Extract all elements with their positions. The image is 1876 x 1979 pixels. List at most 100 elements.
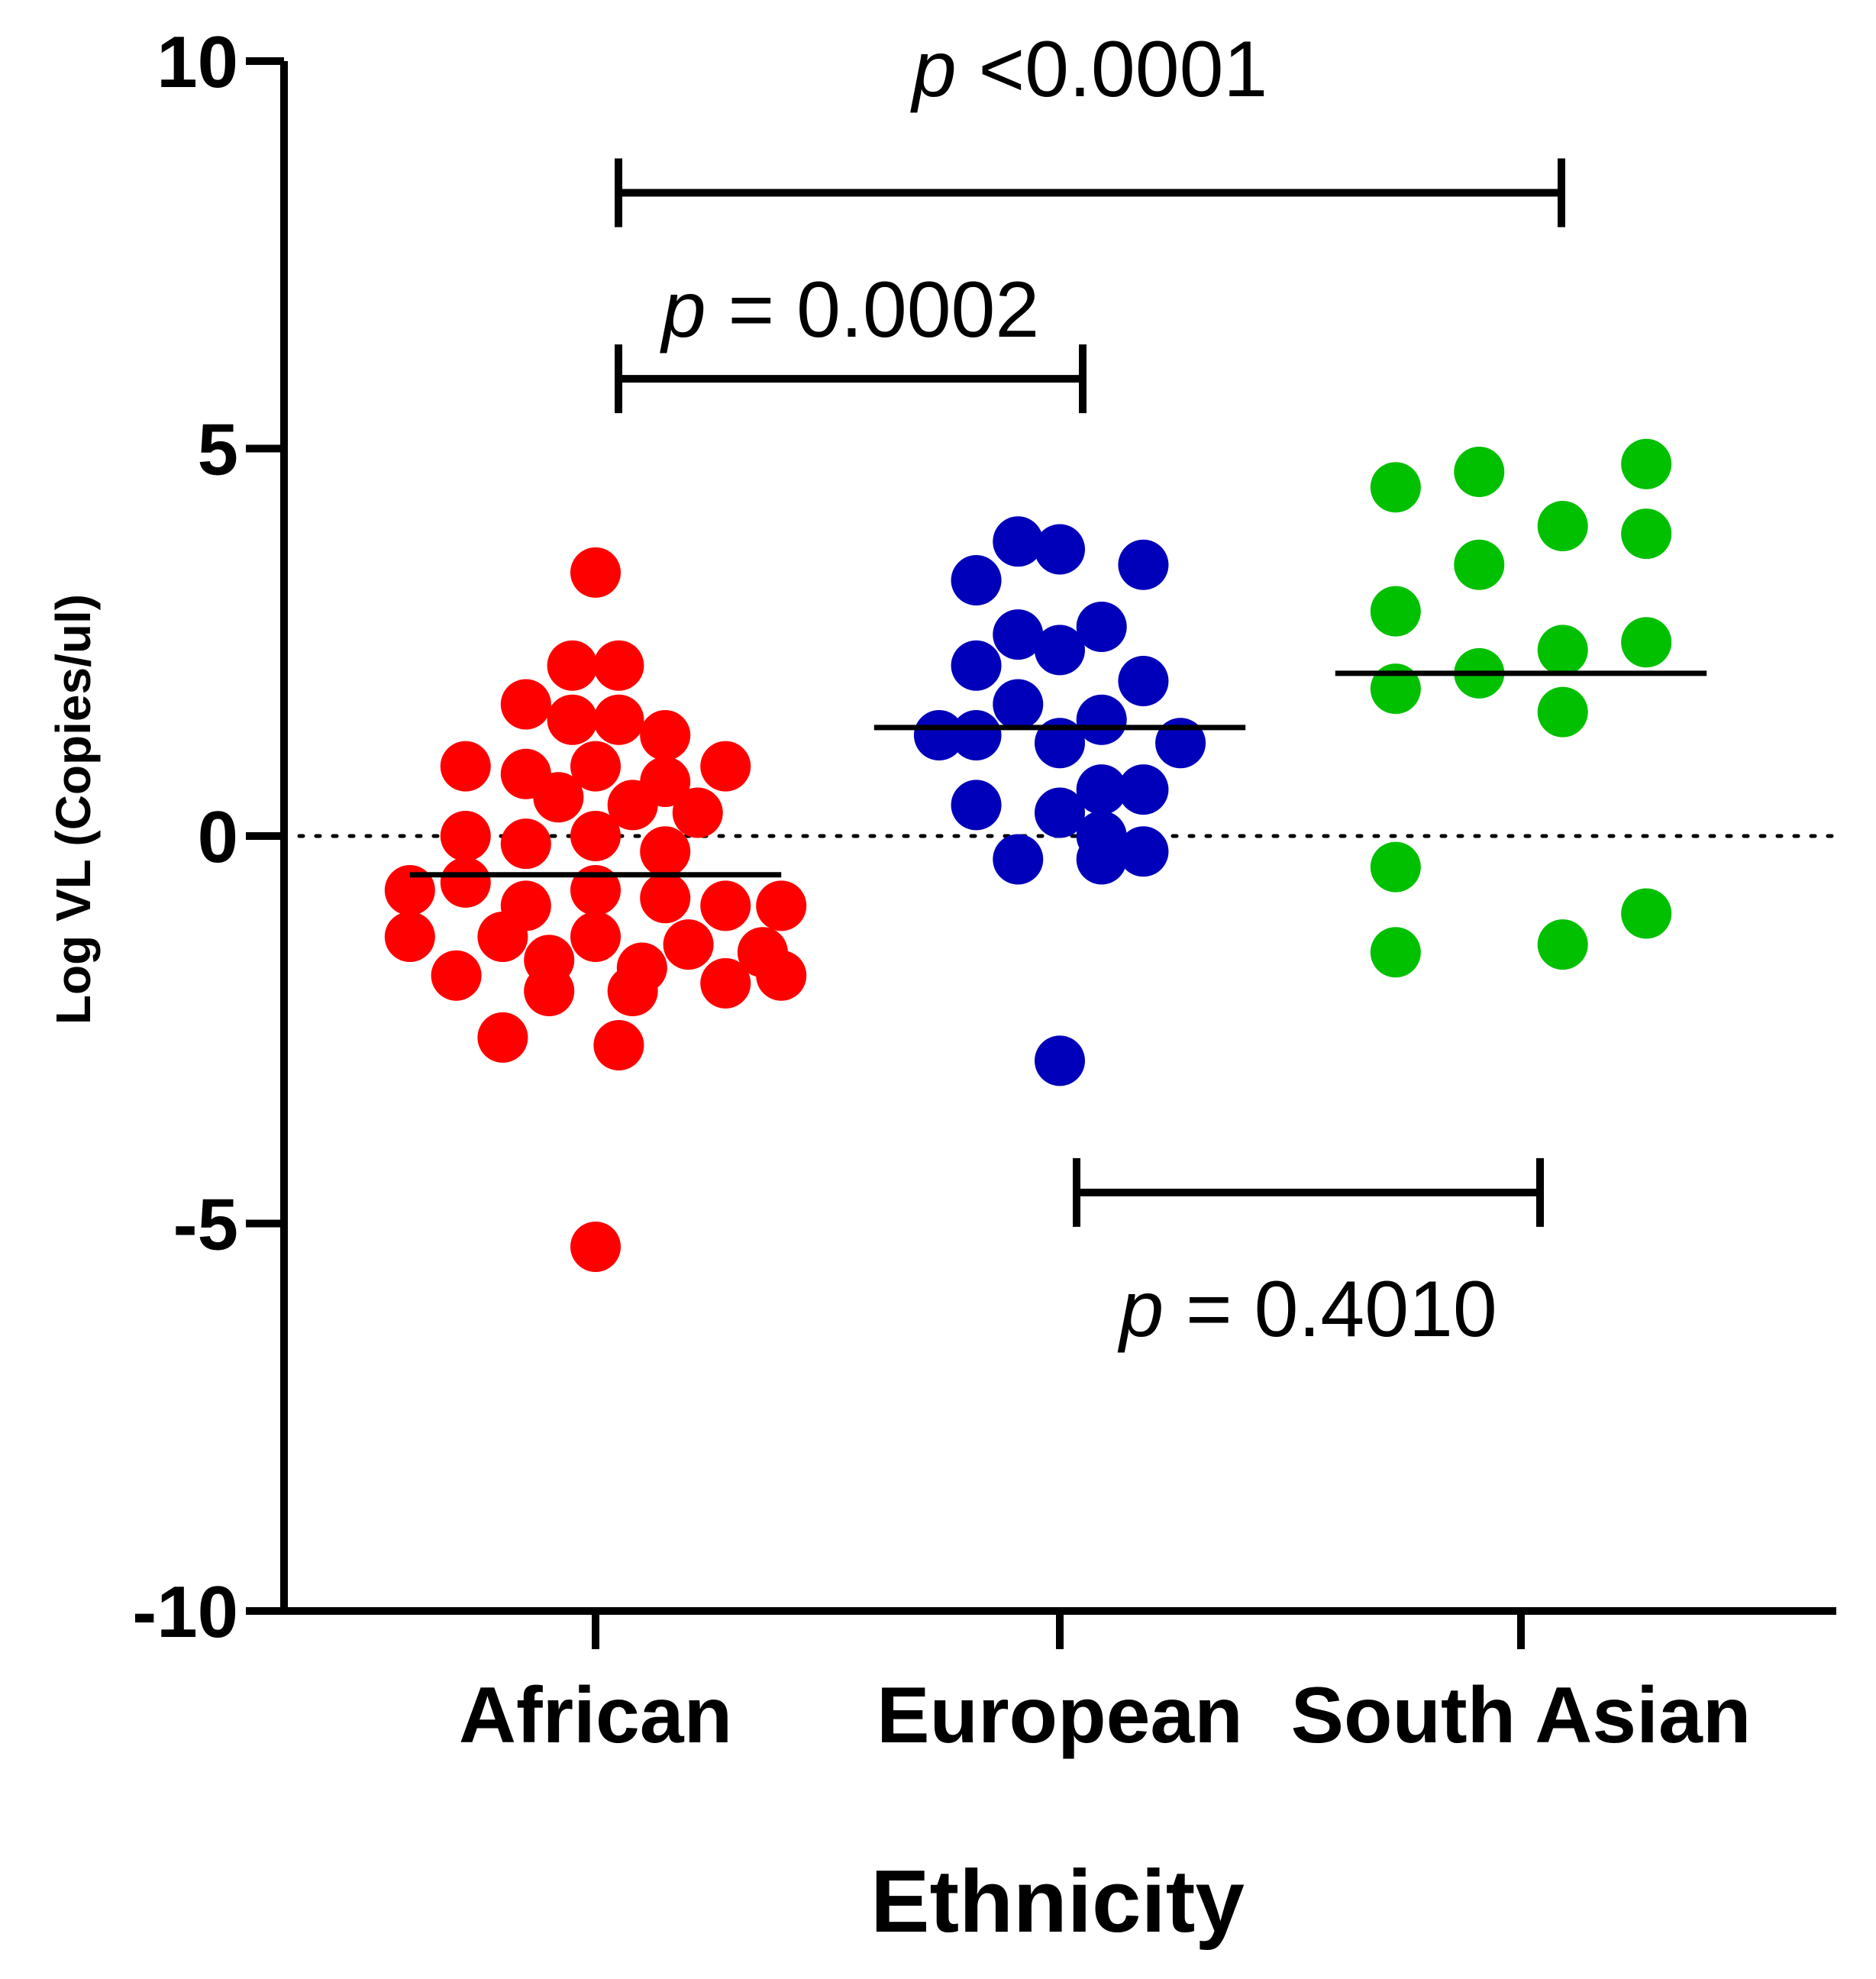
mean-lines bbox=[409, 670, 1707, 878]
data-point bbox=[593, 640, 644, 691]
data-point bbox=[477, 1012, 528, 1063]
x-tick-label: South Asian bbox=[1291, 1671, 1752, 1760]
data-point bbox=[951, 710, 1002, 761]
data-point bbox=[477, 911, 528, 962]
comparison-bracket: p = 0.0002 bbox=[615, 266, 1087, 414]
data-point bbox=[570, 811, 621, 861]
data-point bbox=[700, 741, 751, 792]
data-points bbox=[384, 438, 1672, 1272]
data-point bbox=[524, 966, 575, 1016]
data-point bbox=[1370, 586, 1421, 637]
y-tick-label: -5 bbox=[173, 1184, 238, 1266]
data-point bbox=[1454, 446, 1505, 497]
x-axis-title: Ethnicity bbox=[870, 1851, 1245, 1951]
data-point bbox=[607, 780, 658, 831]
axis-labels: Ethnicity Log VL (Copies/ul) bbox=[46, 594, 1245, 1951]
data-point bbox=[533, 772, 584, 823]
p-symbol: p bbox=[660, 266, 706, 354]
data-point bbox=[384, 865, 435, 916]
p-value-text: <0.0001 bbox=[957, 25, 1268, 114]
p-value-label: p = 0.0002 bbox=[660, 266, 1039, 354]
data-point bbox=[1537, 919, 1588, 970]
data-point bbox=[1537, 501, 1588, 551]
data-point bbox=[607, 966, 658, 1016]
data-point bbox=[570, 865, 621, 916]
data-point bbox=[640, 873, 691, 924]
data-point bbox=[993, 609, 1044, 660]
data-point bbox=[431, 950, 482, 1001]
data-point bbox=[993, 679, 1044, 730]
data-point bbox=[913, 710, 964, 761]
data-point bbox=[593, 1020, 644, 1071]
data-point bbox=[500, 818, 551, 870]
data-point bbox=[500, 679, 551, 730]
data-point bbox=[1035, 625, 1085, 676]
data-point bbox=[756, 880, 807, 931]
data-point bbox=[570, 911, 621, 962]
data-point bbox=[1621, 617, 1672, 668]
data-point bbox=[570, 1221, 621, 1272]
data-point bbox=[1370, 927, 1421, 978]
data-point bbox=[640, 710, 691, 761]
p-value-text: = 0.0002 bbox=[706, 266, 1040, 354]
data-point bbox=[1118, 764, 1169, 815]
axes: 10 5 0 -5 -10 African European South Asian bbox=[132, 21, 1836, 1760]
data-point bbox=[1076, 834, 1127, 885]
data-point bbox=[547, 640, 598, 691]
x-tick-label: European bbox=[877, 1671, 1243, 1760]
data-point bbox=[1035, 524, 1085, 575]
comparison-bracket: p <0.0001 bbox=[615, 25, 1565, 228]
x-tick-label: African bbox=[459, 1671, 732, 1760]
data-point bbox=[672, 787, 723, 838]
data-point bbox=[570, 547, 621, 598]
p-symbol: p bbox=[1117, 1265, 1164, 1354]
data-point bbox=[1370, 663, 1421, 715]
data-point bbox=[663, 919, 714, 970]
data-point bbox=[1621, 508, 1672, 560]
data-point bbox=[384, 911, 435, 962]
data-point bbox=[1621, 438, 1672, 489]
data-point bbox=[993, 834, 1044, 885]
data-point bbox=[547, 694, 598, 745]
data-point bbox=[700, 957, 751, 1009]
data-point bbox=[1118, 826, 1169, 877]
data-point bbox=[951, 780, 1002, 831]
y-tick-label: 10 bbox=[157, 21, 238, 103]
data-point bbox=[1118, 656, 1169, 706]
data-point bbox=[1621, 888, 1672, 939]
data-point bbox=[1155, 718, 1206, 769]
p-value-label: p <0.0001 bbox=[910, 25, 1268, 114]
y-tick-label: 0 bbox=[198, 796, 238, 878]
data-point bbox=[640, 826, 691, 877]
data-point bbox=[1454, 539, 1505, 590]
data-point bbox=[570, 741, 621, 792]
data-point bbox=[593, 694, 644, 745]
data-point bbox=[756, 950, 807, 1001]
p-value-text: = 0.4010 bbox=[1164, 1265, 1497, 1354]
data-point bbox=[1118, 539, 1169, 590]
data-point bbox=[993, 516, 1044, 567]
data-point bbox=[440, 811, 491, 861]
data-point bbox=[1035, 787, 1085, 838]
data-point bbox=[1076, 764, 1127, 815]
comparison-bracket: p = 0.4010 bbox=[1073, 1157, 1544, 1354]
data-point bbox=[1370, 841, 1421, 893]
data-point bbox=[1537, 625, 1588, 676]
data-point bbox=[1076, 601, 1127, 652]
data-point bbox=[1537, 686, 1588, 738]
y-tick-label: 5 bbox=[198, 409, 238, 491]
data-point bbox=[700, 880, 751, 931]
p-symbol: p bbox=[910, 25, 957, 114]
data-point bbox=[951, 640, 1002, 691]
data-point bbox=[1035, 1035, 1085, 1086]
p-value-label: p = 0.4010 bbox=[1117, 1265, 1497, 1354]
data-point bbox=[1076, 694, 1127, 745]
data-point bbox=[440, 741, 491, 792]
data-point bbox=[1370, 462, 1421, 513]
data-point bbox=[951, 555, 1002, 606]
y-tick-label: -10 bbox=[132, 1571, 238, 1653]
data-point bbox=[440, 857, 491, 908]
y-axis-title: Log VL (Copies/ul) bbox=[46, 594, 101, 1025]
